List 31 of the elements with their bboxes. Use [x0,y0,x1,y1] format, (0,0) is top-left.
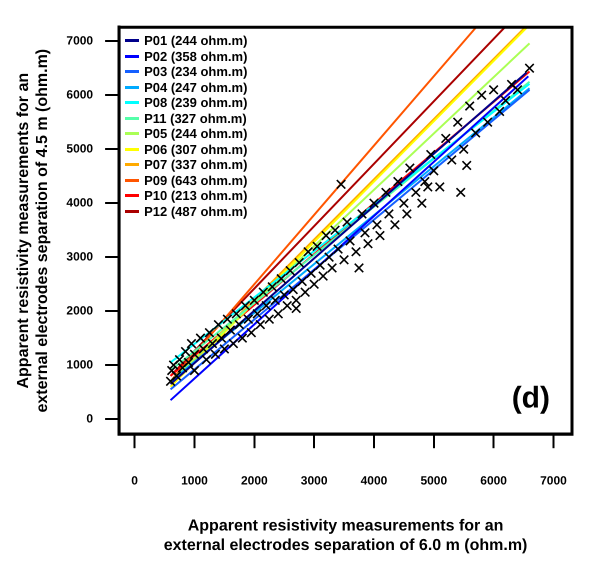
x-tick-label: 4000 [360,474,388,488]
legend-label: P10 (213 ohm.m) [144,188,248,204]
legend-label: P05 (244 ohm.m) [144,126,248,142]
y-tick-label: 4000 [66,195,94,210]
legend-label: P12 (487 ohm.m) [144,204,248,219]
y-tick-label: 0 [86,411,94,426]
y-axis-title: Apparent resistivity measurements for an external electrodes separation of 4.5 m (ohm.m) [15,48,52,413]
legend-label: P09 (643 ohm.m) [144,172,248,188]
y-tick-label: 6000 [66,88,94,102]
legend-label: P02 (358 ohm.m) [144,48,248,64]
y-tick-label: 7000 [66,34,94,48]
legend-label: P04 (247 ohm.m) [144,80,248,95]
y-tick-label: 2000 [66,303,94,318]
legend-label: P07 (337 ohm.m) [144,157,248,172]
legend-label: P08 (239 ohm.m) [144,95,248,110]
x-tick-label: 3000 [300,474,328,488]
x-tick-label: 2000 [240,474,268,488]
x-axis-title: Apparent resistivity measurements for an external electrodes separation of 6.0 m (ohm.m) [164,518,528,554]
legend-label: P11 (327 ohm.m) [144,110,247,126]
y-tick-label: 5000 [66,142,94,156]
x-tick-label: 6000 [480,474,508,488]
legend-label: P06 (307 ohm.m) [144,142,248,157]
legend-label: P01 (244 ohm.m) [144,33,248,48]
legend-label: P03 (234 ohm.m) [144,64,248,80]
x-tick-label: 7000 [540,474,568,488]
y-tick-label: 1000 [66,357,94,372]
x-tick-label: 5000 [420,474,448,488]
y-tick-label: 3000 [66,249,94,264]
x-tick-label: 1000 [181,474,208,488]
x-tick-label: 0 [131,474,138,488]
annotation: (d) [512,381,550,414]
